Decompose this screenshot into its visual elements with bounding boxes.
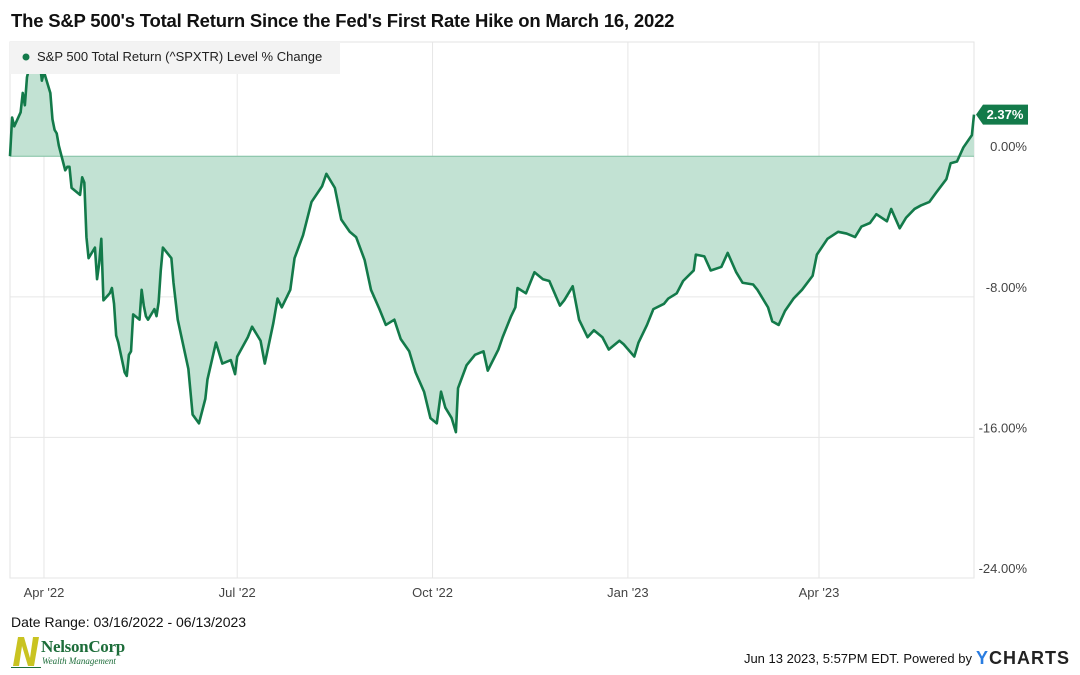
date-range: Date Range: 03/16/2022 - 06/13/2023 [11,614,247,630]
series-line [8,42,976,434]
y-tick-label: -24.00% [979,561,1028,576]
x-tick-label: Jan '23 [607,585,649,600]
y-axis: 0.00% -8.00% -16.00% -24.00% [979,139,1028,576]
y-tick-label: -8.00% [986,280,1028,295]
y-tick-label: -16.00% [979,420,1028,435]
logo-name: NelsonCorp [41,637,125,656]
timestamp: Jun 13 2023, 5:57PM EDT. [743,651,900,666]
legend-box [10,42,340,74]
x-tick-label: Oct '22 [412,585,453,600]
series-area-fill [10,43,974,433]
legend-marker [22,53,30,61]
last-value-badge: 2.37% [976,104,1028,125]
legend: S&P 500 Total Return (^SPXTR) Level % Ch… [10,42,340,74]
x-tick-label: Jul '22 [219,585,256,600]
powered-by-label: Powered by [903,651,972,666]
ycharts-y: Y [975,648,989,668]
chart-title: The S&P 500's Total Return Since the Fed… [11,10,675,31]
last-value-label: 2.37% [987,107,1024,122]
logo-subtitle: Wealth Management [42,656,116,666]
x-axis: Apr '22 Jul '22 Oct '22 Jan '23 Apr '23 [24,585,840,600]
x-tick-label: Apr '22 [24,585,65,600]
nelsoncorp-n-icon [11,637,41,668]
x-tick-label: Apr '23 [799,585,840,600]
last-value-badge-shape [976,104,1028,125]
area-series [8,42,976,434]
nelsoncorp-logo: NelsonCorp Wealth Management [11,634,141,668]
chart: Apr '22 Jul '22 Oct '22 Jan '23 Apr '23 0.00… [8,41,1028,600]
ycharts-name: CHARTS [989,648,1070,668]
footer-credit: Jun 13 2023, 5:57PM EDT. Powered by YCHA… [744,648,1070,669]
y-tick-label: 0.00% [990,139,1027,154]
legend-label: S&P 500 Total Return (^SPXTR) Level % Ch… [37,49,322,64]
ycharts-logo[interactable]: YCHARTS [976,648,1070,669]
